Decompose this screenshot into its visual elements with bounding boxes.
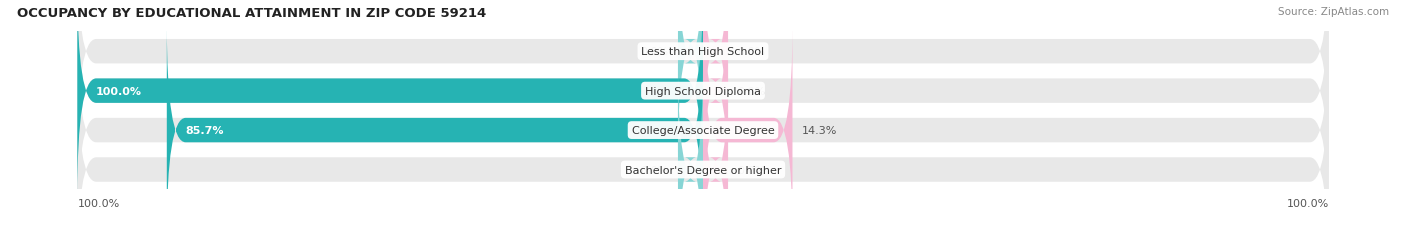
Text: 100.0%: 100.0% [96, 86, 142, 96]
FancyBboxPatch shape [77, 0, 1329, 197]
Text: Less than High School: Less than High School [641, 47, 765, 57]
FancyBboxPatch shape [167, 25, 703, 231]
Text: 0.0%: 0.0% [737, 86, 766, 96]
Text: Source: ZipAtlas.com: Source: ZipAtlas.com [1278, 7, 1389, 17]
Text: 100.0%: 100.0% [1286, 198, 1329, 208]
Text: 100.0%: 100.0% [77, 198, 120, 208]
Text: College/Associate Degree: College/Associate Degree [631, 125, 775, 136]
FancyBboxPatch shape [678, 0, 703, 158]
FancyBboxPatch shape [77, 0, 1329, 158]
FancyBboxPatch shape [703, 0, 728, 197]
FancyBboxPatch shape [77, 25, 1329, 231]
Text: 0.0%: 0.0% [640, 165, 669, 175]
FancyBboxPatch shape [703, 0, 728, 158]
FancyBboxPatch shape [77, 0, 703, 197]
FancyBboxPatch shape [77, 64, 1329, 231]
FancyBboxPatch shape [678, 64, 703, 231]
Text: 0.0%: 0.0% [737, 165, 766, 175]
Text: High School Diploma: High School Diploma [645, 86, 761, 96]
Text: OCCUPANCY BY EDUCATIONAL ATTAINMENT IN ZIP CODE 59214: OCCUPANCY BY EDUCATIONAL ATTAINMENT IN Z… [17, 7, 486, 20]
Text: 0.0%: 0.0% [640, 47, 669, 57]
Text: 0.0%: 0.0% [737, 47, 766, 57]
FancyBboxPatch shape [703, 64, 728, 231]
FancyBboxPatch shape [703, 25, 793, 231]
Text: 14.3%: 14.3% [801, 125, 837, 136]
Text: Bachelor's Degree or higher: Bachelor's Degree or higher [624, 165, 782, 175]
Text: 85.7%: 85.7% [186, 125, 224, 136]
